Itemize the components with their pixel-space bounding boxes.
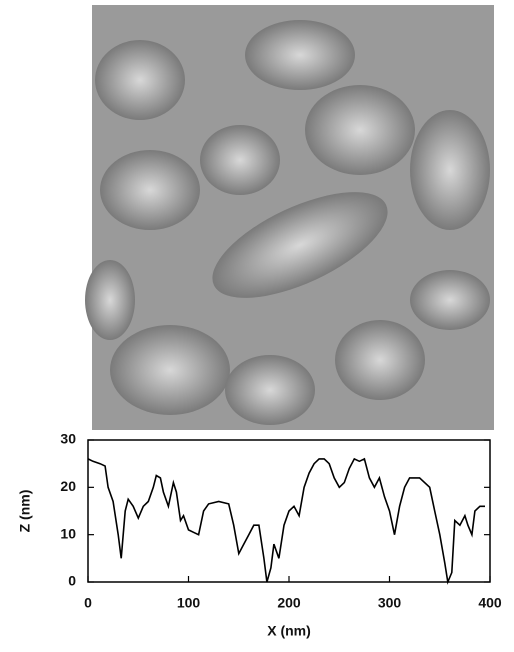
profile-line	[87, 457, 485, 585]
x-tick-label: 200	[277, 595, 301, 611]
afm-image	[85, 5, 494, 430]
x-tick-label: 0	[84, 595, 92, 611]
x-tick-label: 400	[478, 595, 502, 611]
y-tick-label: 0	[68, 573, 76, 589]
y-tick-label: 30	[60, 431, 76, 447]
y-tick-label: 10	[60, 525, 76, 541]
x-tick-label: 300	[378, 595, 402, 611]
y-tick-label: 20	[60, 478, 76, 494]
y-axis-label: Z (nm)	[17, 490, 33, 533]
x-axis-label: X (nm)	[267, 623, 311, 639]
x-tick-label: 100	[177, 595, 201, 611]
